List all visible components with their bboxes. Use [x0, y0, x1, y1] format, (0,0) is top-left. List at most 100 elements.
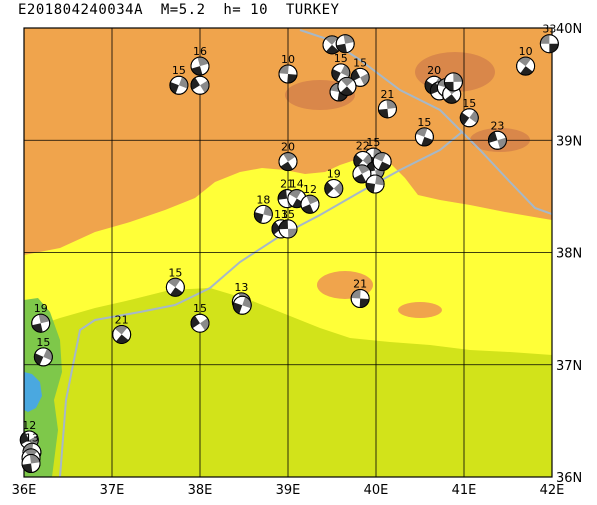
compressional-quadrant: [549, 43, 559, 53]
beachball-outline: [365, 174, 385, 194]
focal-mechanism: 21: [377, 88, 397, 119]
depth-label: 15: [168, 266, 182, 279]
beachball-outline: [324, 179, 344, 199]
depth-label: 12: [303, 183, 317, 196]
depth-label: 10: [281, 53, 295, 66]
compressional-quadrant: [288, 228, 297, 238]
beachball-outline: [352, 164, 372, 184]
depth-label: 21: [380, 88, 394, 101]
beachball-outline: [335, 34, 355, 54]
compressional-quadrant: [340, 64, 350, 77]
depth-label: 15: [462, 97, 476, 110]
focal-mechanism: [335, 34, 355, 54]
longitude-labels: 36E 37E 38E 39E 40E 41E 42E: [12, 483, 565, 498]
compressional-quadrant: [375, 175, 385, 186]
compressional-quadrant: [360, 73, 370, 86]
compressional-quadrant: [279, 65, 289, 75]
focal-mechanism: 22: [353, 139, 373, 170]
beachball-outline: [300, 194, 320, 214]
compressional-quadrant: [540, 34, 550, 44]
compressional-quadrant: [115, 334, 129, 344]
depth-label: 16: [193, 45, 207, 58]
compressional-quadrant: [324, 182, 334, 195]
compressional-quadrant: [263, 205, 273, 217]
compressional-quadrant: [340, 86, 354, 96]
focal-mechanism: 10: [516, 45, 536, 76]
compressional-quadrant: [333, 182, 343, 195]
longitude-label: 40E: [364, 483, 389, 498]
beachball-outline: [190, 56, 210, 76]
beachball-outline: [190, 75, 210, 95]
beachball-outline: [377, 99, 397, 119]
beachball-outline: [169, 75, 189, 95]
beachball-outline: [165, 277, 185, 297]
compressional-quadrant: [287, 74, 297, 84]
focal-mechanism: [190, 75, 210, 95]
compressional-quadrant: [24, 448, 38, 458]
compressional-quadrant: [191, 77, 200, 91]
beachball-outline: [443, 72, 463, 92]
beachball-outline: [350, 67, 370, 87]
focal-mechanism: [365, 174, 385, 194]
longitude-label: 39E: [276, 483, 301, 498]
depth-label: 21: [353, 278, 367, 291]
latitude-label: 37N: [556, 359, 582, 374]
depth-label: 19: [34, 302, 48, 315]
compressional-quadrant: [114, 325, 128, 335]
compressional-quadrant: [22, 463, 33, 473]
map-frame: [23, 27, 553, 478]
beachball-outline: [459, 108, 479, 128]
compressional-quadrant: [353, 154, 363, 168]
beachball-outline: [190, 313, 210, 333]
map-title: E201804240034A M=5.2 h= 10 TURKEY: [18, 2, 340, 18]
beachball-outline: [278, 219, 298, 239]
focal-mechanism: 10: [278, 53, 298, 84]
compressional-quadrant: [336, 43, 347, 53]
depth-label: 20: [427, 64, 441, 77]
compressional-quadrant: [280, 161, 293, 171]
compressional-quadrant: [20, 432, 30, 445]
beachball-outline: [253, 204, 273, 224]
depth-label: 21: [115, 313, 129, 326]
compressional-quadrant: [374, 152, 386, 162]
longitude-label: 42E: [540, 483, 565, 498]
latitude-label: 36N: [556, 471, 582, 486]
terrain-highland-patch: [398, 302, 442, 318]
beachball-outline: [278, 152, 298, 172]
beachball-outline: [516, 56, 536, 76]
focal-mechanism: 20: [278, 141, 298, 172]
latitude-labels: 40N 39N 38N 37N 36N: [556, 22, 582, 486]
beachball-outline: [414, 127, 434, 147]
latitude-label: 40N: [556, 22, 582, 37]
compressional-quadrant: [425, 80, 435, 93]
focal-mechanism: [232, 295, 252, 315]
depth-label: 14: [290, 178, 304, 191]
compressional-quadrant: [453, 72, 463, 82]
longitude-label: 36E: [12, 483, 37, 498]
latitude-label: 39N: [556, 134, 582, 149]
compressional-quadrant: [289, 189, 302, 199]
longitude-label: 37E: [100, 483, 125, 498]
compressional-quadrant: [254, 212, 264, 224]
compressional-quadrant: [444, 94, 458, 104]
beachball-outline: [21, 454, 41, 474]
compressional-quadrant: [331, 68, 341, 81]
compressional-quadrant: [340, 77, 354, 87]
focal-mechanism: 15: [165, 266, 185, 297]
fault-line: [59, 130, 552, 477]
beachball-outline: [232, 295, 252, 315]
compressional-quadrant: [520, 66, 533, 76]
compressional-quadrant: [357, 164, 370, 174]
depth-label: 15: [281, 208, 295, 221]
focal-mechanism: [21, 454, 41, 474]
depth-label: 15: [193, 302, 207, 315]
longitude-label: 38E: [188, 483, 213, 498]
focal-mechanism: [443, 72, 463, 92]
compressional-quadrant: [167, 278, 181, 288]
depth-label: 21: [280, 178, 294, 191]
beachball-outline: [350, 289, 370, 309]
compressional-quadrant: [460, 112, 470, 126]
beachball-outline: [112, 324, 132, 344]
